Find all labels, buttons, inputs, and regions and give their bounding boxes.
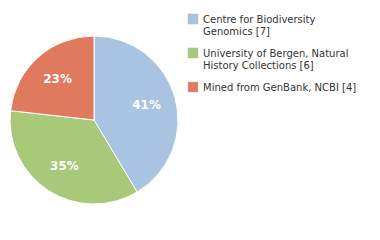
pie-slice (10, 111, 137, 204)
legend-swatch (188, 14, 198, 24)
slices (10, 36, 178, 204)
slice-label: 41% (132, 98, 161, 112)
pie-slice (11, 36, 94, 120)
legend-label-line: Genomics [7] (203, 26, 270, 37)
legend-label-line: University of Bergen, Natural (203, 48, 348, 59)
legend-label-line: History Collections [6] (203, 60, 314, 71)
slice-labels: 41% 35% 23% (43, 72, 161, 173)
legend: Centre for BiodiversityGenomics [7] Unive… (188, 14, 356, 93)
legend-label-line: Mined from GenBank, NCBI [4] (203, 82, 356, 93)
legend-label: Mined from GenBank, NCBI [4] (203, 82, 356, 93)
legend-label: University of Bergen, NaturalHistory Col… (203, 48, 348, 71)
legend-swatch (188, 82, 198, 92)
chart: 41% 35% 23% Centre for BiodiversityGenomics… (0, 0, 380, 240)
legend-label-line: Centre for Biodiversity (203, 14, 316, 25)
legend-label: Centre for BiodiversityGenomics [7] (203, 14, 316, 37)
legend-swatch (188, 48, 198, 58)
slice-label: 35% (50, 159, 79, 173)
slice-label: 23% (43, 72, 72, 86)
